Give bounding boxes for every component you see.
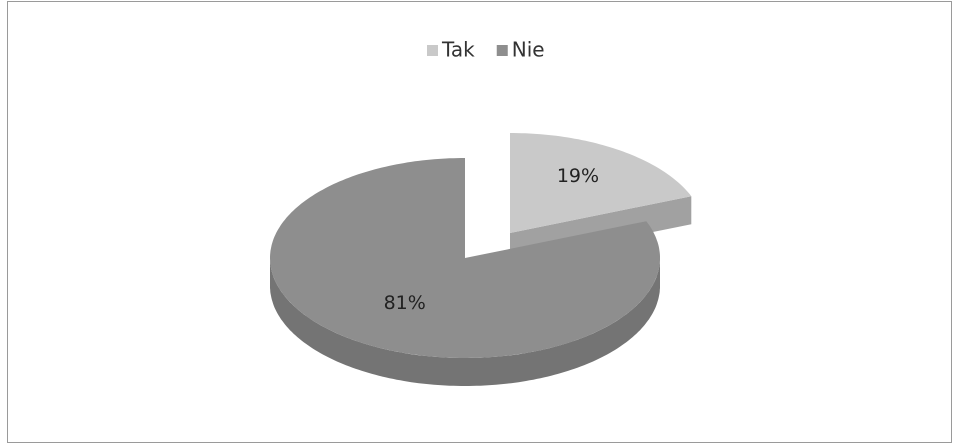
legend-text: Nie (512, 38, 545, 62)
legend-swatch (427, 45, 438, 56)
pie-slice (510, 133, 692, 233)
value-label: 19% (557, 165, 599, 187)
value-label: 81% (384, 292, 426, 314)
legend-swatch (496, 45, 508, 56)
pie-slice (270, 158, 660, 358)
legend-text: Tak (441, 38, 475, 62)
slice-side (270, 258, 660, 386)
